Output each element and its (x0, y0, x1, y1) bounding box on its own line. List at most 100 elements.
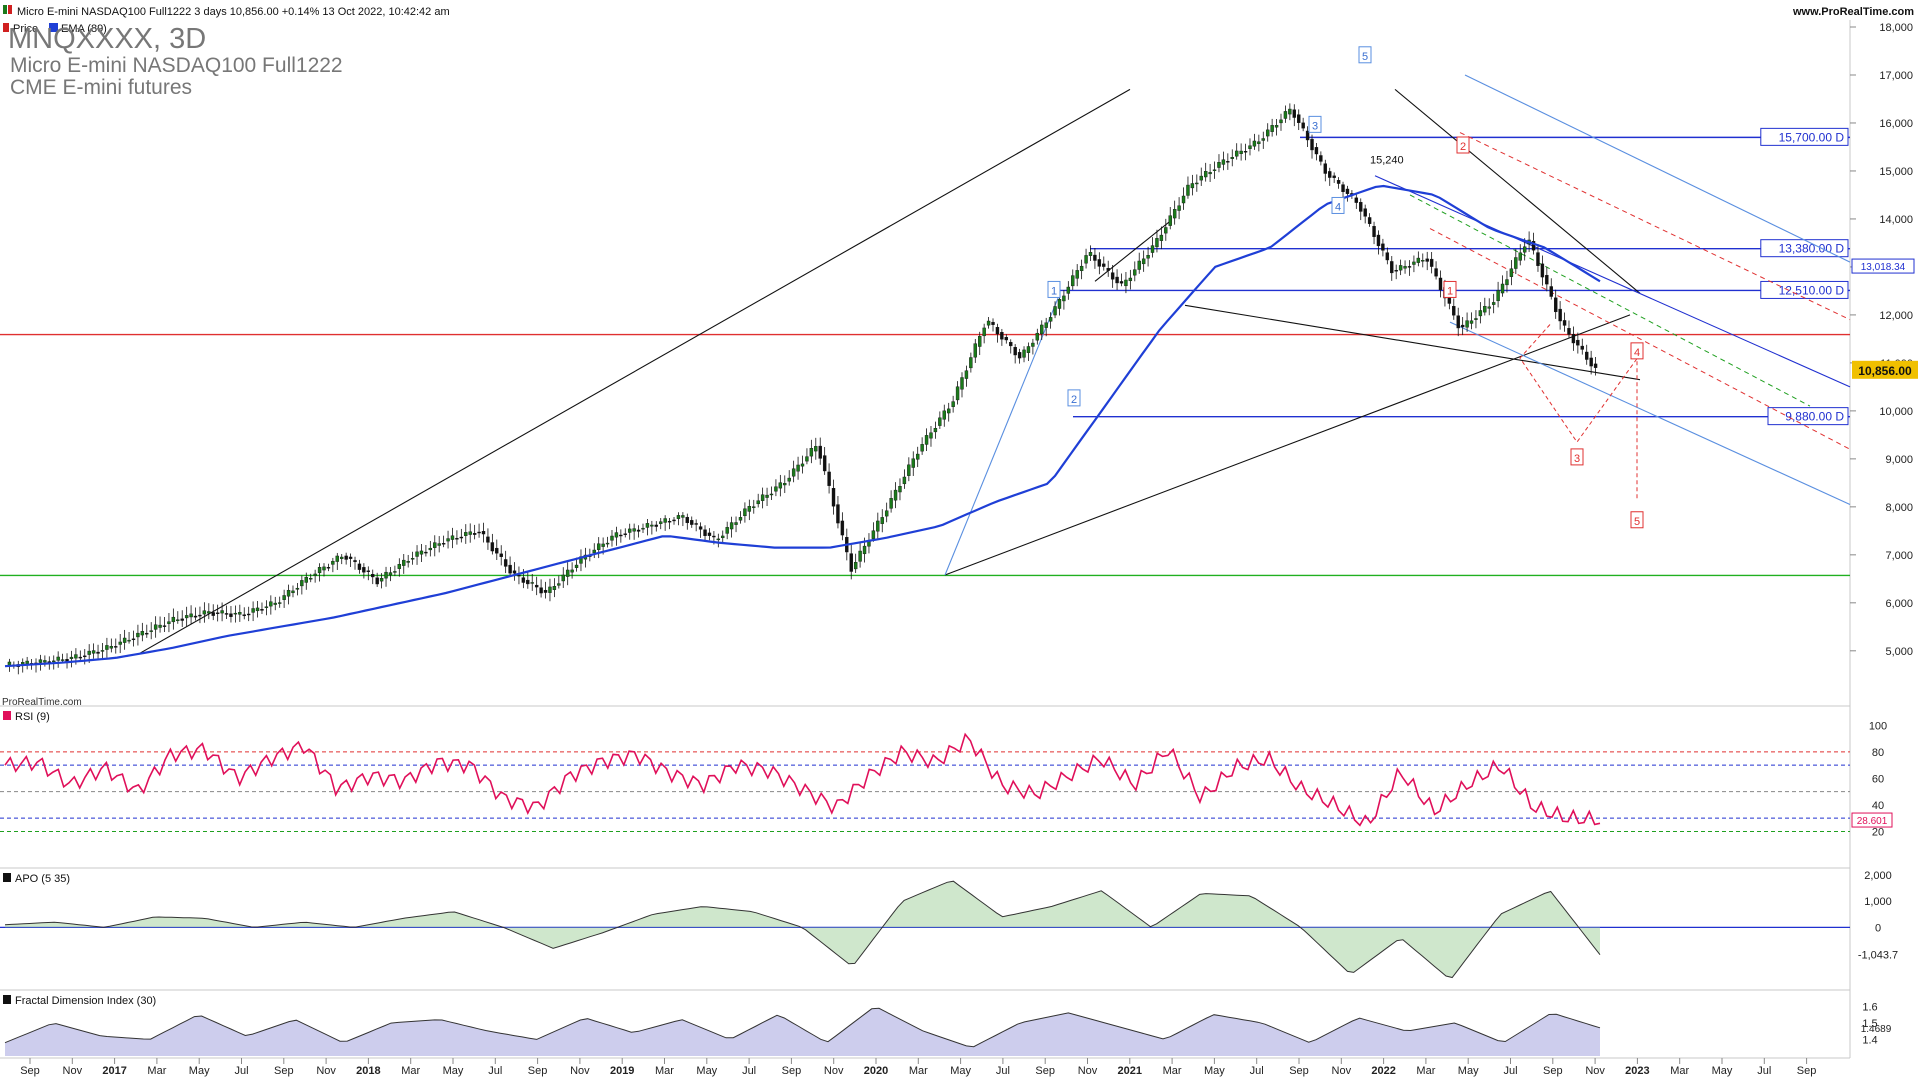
candle-body (255, 607, 260, 612)
candle-body (601, 543, 605, 547)
x-tick-label: Nov (63, 1065, 83, 1077)
candle-body (1159, 234, 1164, 241)
trendline[interactable] (1184, 304, 1641, 381)
price-tick-label: 6,000 (1885, 598, 1913, 610)
legend-ema[interactable]: EMA (89) (61, 23, 107, 35)
candle-body (1279, 119, 1283, 124)
trendline[interactable] (139, 88, 1131, 654)
candle-body (1310, 138, 1314, 151)
candle-body (472, 533, 477, 535)
price-tick-label: 18,000 (1879, 22, 1913, 34)
candle-body (738, 517, 743, 521)
x-tick-label: Jul (1503, 1065, 1517, 1077)
candle-body (1221, 159, 1226, 165)
candle-body (207, 611, 211, 614)
trendline[interactable] (1094, 220, 1171, 282)
candle-body (539, 587, 543, 594)
x-tick-label: 2022 (1371, 1065, 1395, 1077)
candle-body (309, 578, 313, 580)
wave-label-box-blue (1047, 280, 1061, 298)
apo-title[interactable]: APO (5 35) (15, 873, 70, 885)
candle-body (1066, 286, 1071, 294)
candle-body (184, 615, 189, 619)
candle-body (60, 659, 65, 661)
candle-body (490, 542, 495, 552)
x-tick-label: Mar (147, 1065, 166, 1077)
trendline[interactable] (1394, 88, 1641, 294)
candle-body (1425, 258, 1429, 262)
legend-price[interactable]: Price (13, 23, 38, 35)
candle-body (1478, 310, 1483, 317)
fdi-title[interactable]: Fractal Dimension Index (30) (15, 995, 156, 1007)
candle-body (1434, 268, 1438, 277)
apo-line (4, 880, 1601, 979)
trendline[interactable] (1374, 175, 1851, 388)
candle-body (1345, 188, 1350, 194)
candle-body (353, 560, 357, 563)
candle-body (464, 532, 468, 536)
candle-body (300, 580, 304, 587)
fdi-tick-label: 1.4 (1862, 1034, 1877, 1046)
trendline[interactable] (944, 293, 1061, 576)
level-label-box (1760, 280, 1849, 299)
x-tick-label: Nov (1332, 1065, 1352, 1077)
candle-body (481, 531, 486, 535)
projected-wave-path[interactable] (1519, 324, 1638, 500)
candle-body (915, 453, 920, 460)
candle-body (273, 602, 277, 605)
candle-body (162, 625, 167, 627)
site-label[interactable]: www.ProRealTime.com (1792, 6, 1914, 18)
candle-body (871, 530, 876, 539)
x-tick-label: Jul (488, 1065, 502, 1077)
candle-body (645, 523, 650, 528)
candle-body (1421, 260, 1425, 262)
fdi-tick-label: 1.6 (1862, 1001, 1877, 1013)
trendline[interactable] (1464, 74, 1851, 263)
wave-label-red: 2 (1460, 141, 1466, 153)
candle-body (654, 524, 658, 527)
channel-dashed-line[interactable] (1459, 132, 1851, 321)
x-tick-label: May (696, 1065, 717, 1077)
candle-body (1354, 197, 1359, 203)
candle-body (969, 357, 973, 369)
candle-body (229, 613, 233, 617)
x-tick-label: May (189, 1065, 210, 1077)
candle-body (1474, 318, 1478, 320)
candle-body (393, 571, 397, 573)
candle-body (853, 562, 858, 570)
candle-body (565, 569, 570, 577)
trendline[interactable] (1449, 321, 1851, 505)
channel-dashed-line[interactable] (1409, 194, 1811, 407)
rsi-title[interactable]: RSI (9) (15, 711, 50, 723)
wave-label-red: 3 (1574, 453, 1580, 465)
channel-dashed-line[interactable] (1429, 228, 1851, 450)
candle-body (734, 522, 738, 525)
candle-body (1053, 306, 1057, 316)
candle-body (220, 610, 224, 614)
candle-body (1088, 252, 1093, 256)
candle-body (127, 639, 131, 642)
candle-body (158, 624, 162, 628)
candle-body (1017, 352, 1022, 359)
x-tick-label: Jul (1757, 1065, 1771, 1077)
fdi-area (5, 1008, 1600, 1056)
fdi-layer (4, 1007, 1601, 1056)
candle-body (357, 563, 362, 570)
candle-body (1004, 337, 1009, 341)
candle-body (574, 564, 579, 568)
candle-body (964, 370, 969, 379)
candle-body (517, 574, 521, 577)
candle-body (973, 343, 977, 358)
trendline[interactable] (944, 314, 1631, 576)
price-tick-label: 12,000 (1879, 310, 1913, 322)
candle-body (1328, 171, 1332, 178)
price-tick-label: 15,000 (1879, 166, 1913, 178)
candle-body (924, 435, 929, 445)
apo-value-label: -1,043.7 (1858, 950, 1898, 962)
fdi-value-label: 1.4689 (1861, 1024, 1892, 1035)
candle-body (366, 570, 371, 572)
wave-label-box-red (1630, 511, 1644, 529)
candle-body (419, 550, 424, 555)
fdi-tick-label: 1.5 (1862, 1018, 1877, 1030)
